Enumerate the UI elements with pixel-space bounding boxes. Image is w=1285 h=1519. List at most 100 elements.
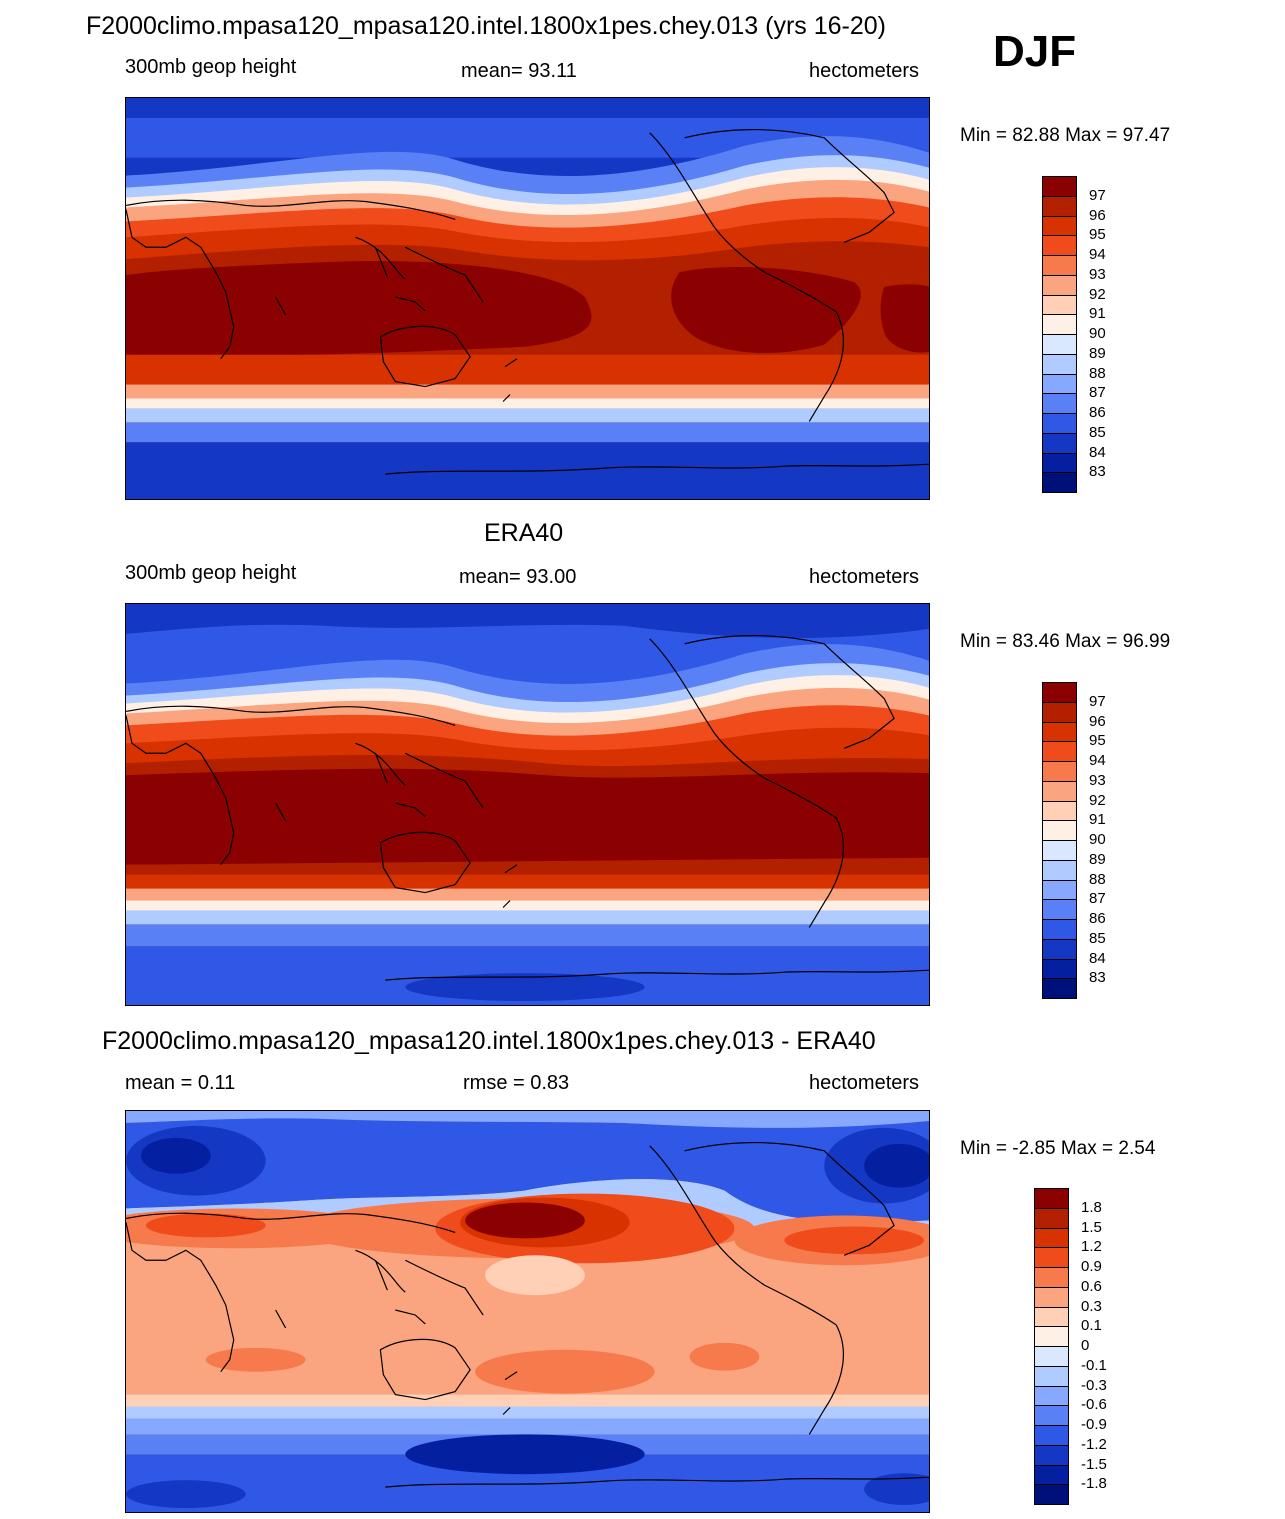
- panel-diff-mean: mean = 0.11: [125, 1072, 236, 1094]
- colorbar-label: 95: [1089, 226, 1106, 244]
- panel-diff-units: hectometers: [809, 1072, 920, 1094]
- panel-obs-units: hectometers: [809, 566, 920, 588]
- colorbar-box: [1034, 1484, 1069, 1505]
- colorbar-label: 0.9: [1081, 1258, 1102, 1275]
- panel-model-field: [126, 98, 929, 499]
- colorbar-label: 94: [1089, 752, 1106, 769]
- colorbar-box: [1034, 1227, 1069, 1248]
- colorbar-box: [1042, 800, 1077, 821]
- colorbar-box: [1034, 1444, 1069, 1465]
- colorbar-label: 89: [1089, 344, 1106, 362]
- colorbar-label: 94: [1089, 246, 1106, 263]
- colorbar-label: -0.3: [1081, 1376, 1107, 1394]
- colorbar-box: [1042, 919, 1077, 940]
- colorbar-box: [1034, 1326, 1069, 1347]
- colorbar-label: -0.9: [1081, 1416, 1107, 1433]
- colorbar-box: [1042, 393, 1077, 414]
- colorbar-label: 0: [1081, 1337, 1090, 1354]
- colorbar-label: -0.1: [1081, 1356, 1107, 1374]
- colorbar-box: [1042, 452, 1077, 473]
- colorbar-label: 84: [1089, 443, 1106, 461]
- colorbar-box: [1042, 780, 1077, 801]
- colorbar-box: [1042, 978, 1077, 999]
- colorbar-box: [1042, 859, 1077, 880]
- colorbar-label: 96: [1089, 712, 1106, 730]
- colorbar-box: [1042, 215, 1077, 236]
- colorbar-label: -1.5: [1081, 1455, 1107, 1473]
- colorbar-label: 90: [1089, 325, 1106, 342]
- colorbar-box: [1042, 472, 1077, 493]
- panel-model-title: F2000climo.mpasa120_mpasa120.intel.1800x…: [86, 12, 887, 40]
- colorbar-label: 1.5: [1081, 1218, 1102, 1236]
- colorbar-box: [1034, 1346, 1069, 1367]
- colorbar-label: 86: [1089, 404, 1106, 421]
- colorbar-box: [1042, 879, 1077, 900]
- colorbar-box: [1034, 1207, 1069, 1228]
- panel-model-minmax: Min = 82.88 Max = 97.47: [960, 125, 1171, 146]
- panel-obs-minmax: Min = 83.46 Max = 96.99: [960, 631, 1171, 652]
- colorbar-box: [1034, 1425, 1069, 1446]
- colorbar-label: 87: [1089, 890, 1106, 908]
- colorbar-box: [1042, 314, 1077, 335]
- panel-diff-rmse: rmse = 0.83: [463, 1072, 570, 1094]
- colorbar-label: 92: [1089, 285, 1106, 303]
- season-label: DJF: [993, 27, 1077, 76]
- colorbar-box: [1042, 334, 1077, 355]
- colorbar-label: 92: [1089, 791, 1106, 809]
- colorbar-box: [1042, 840, 1077, 861]
- colorbar-box: [1042, 958, 1077, 979]
- panel-diff-map: [125, 1110, 930, 1513]
- panel-obs-map: [125, 603, 930, 1006]
- colorbar-box: [1034, 1286, 1069, 1307]
- colorbar-label: 87: [1089, 384, 1106, 402]
- panel-model-units: hectometers: [809, 60, 920, 82]
- colorbar-box: [1042, 701, 1077, 722]
- colorbar-box: [1034, 1267, 1069, 1288]
- colorbar-label: 1.8: [1081, 1198, 1102, 1216]
- colorbar-box: [1042, 255, 1077, 276]
- colorbar-label: 0.1: [1081, 1317, 1102, 1335]
- colorbar-label: 95: [1089, 732, 1106, 750]
- colorbar-box: [1042, 195, 1077, 216]
- panel-obs-title: ERA40: [484, 519, 564, 547]
- colorbar-box: [1042, 373, 1077, 394]
- colorbar-label: 88: [1089, 870, 1106, 888]
- colorbar-box: [1042, 235, 1077, 256]
- colorbar-box: [1042, 176, 1077, 197]
- colorbar-box: [1042, 413, 1077, 434]
- colorbar-label: 90: [1089, 831, 1106, 848]
- panel-diff-title: F2000climo.mpasa120_mpasa120.intel.1800x…: [102, 1027, 876, 1055]
- panel-model-colorbar: 97 96 95 94 93 92 91 90 89 88 87 86 85 84 83: [1042, 176, 1106, 493]
- colorbar-box: [1034, 1247, 1069, 1268]
- colorbar-label: -1.8: [1081, 1475, 1107, 1493]
- panel-diff-colorbar: 1.8 1.5 1.2 0.9 0.6 0.3 0.1 0 -0.1 -0.3 -0.6 -0.9 -1…: [1034, 1188, 1107, 1505]
- colorbar-label: 0.3: [1081, 1297, 1102, 1315]
- colorbar-label: 93: [1089, 265, 1106, 283]
- colorbar-label: -1.2: [1081, 1435, 1107, 1453]
- colorbar-label: 97: [1089, 692, 1106, 710]
- colorbar-label: 93: [1089, 771, 1106, 789]
- colorbar-box: [1034, 1365, 1069, 1386]
- panel-obs-mean: mean= 93.00: [459, 566, 577, 588]
- colorbar-label: 88: [1089, 364, 1106, 382]
- colorbar-box: [1042, 899, 1077, 920]
- colorbar-label: 85: [1089, 423, 1106, 441]
- colorbar-label: 83: [1089, 463, 1106, 481]
- colorbar-box: [1034, 1405, 1069, 1426]
- panel-model-mean: mean= 93.11: [461, 60, 577, 82]
- colorbar-box: [1042, 741, 1077, 762]
- panel-obs-colorbar: 97 96 95 94 93 92 91 90 89 88 87 86 85 84 83: [1042, 682, 1106, 999]
- colorbar-box: [1042, 294, 1077, 315]
- panel-diff-field: [126, 1111, 929, 1512]
- panel-obs-field: [126, 604, 929, 1005]
- colorbar-label: 97: [1089, 186, 1106, 204]
- colorbar-box: [1042, 761, 1077, 782]
- colorbar-box: [1042, 682, 1077, 703]
- colorbar-box: [1042, 820, 1077, 841]
- colorbar-label: 89: [1089, 850, 1106, 868]
- colorbar-box: [1034, 1464, 1069, 1485]
- colorbar-label: 96: [1089, 206, 1106, 224]
- colorbar-label: 86: [1089, 910, 1106, 927]
- colorbar-box: [1042, 274, 1077, 295]
- colorbar-box: [1034, 1306, 1069, 1327]
